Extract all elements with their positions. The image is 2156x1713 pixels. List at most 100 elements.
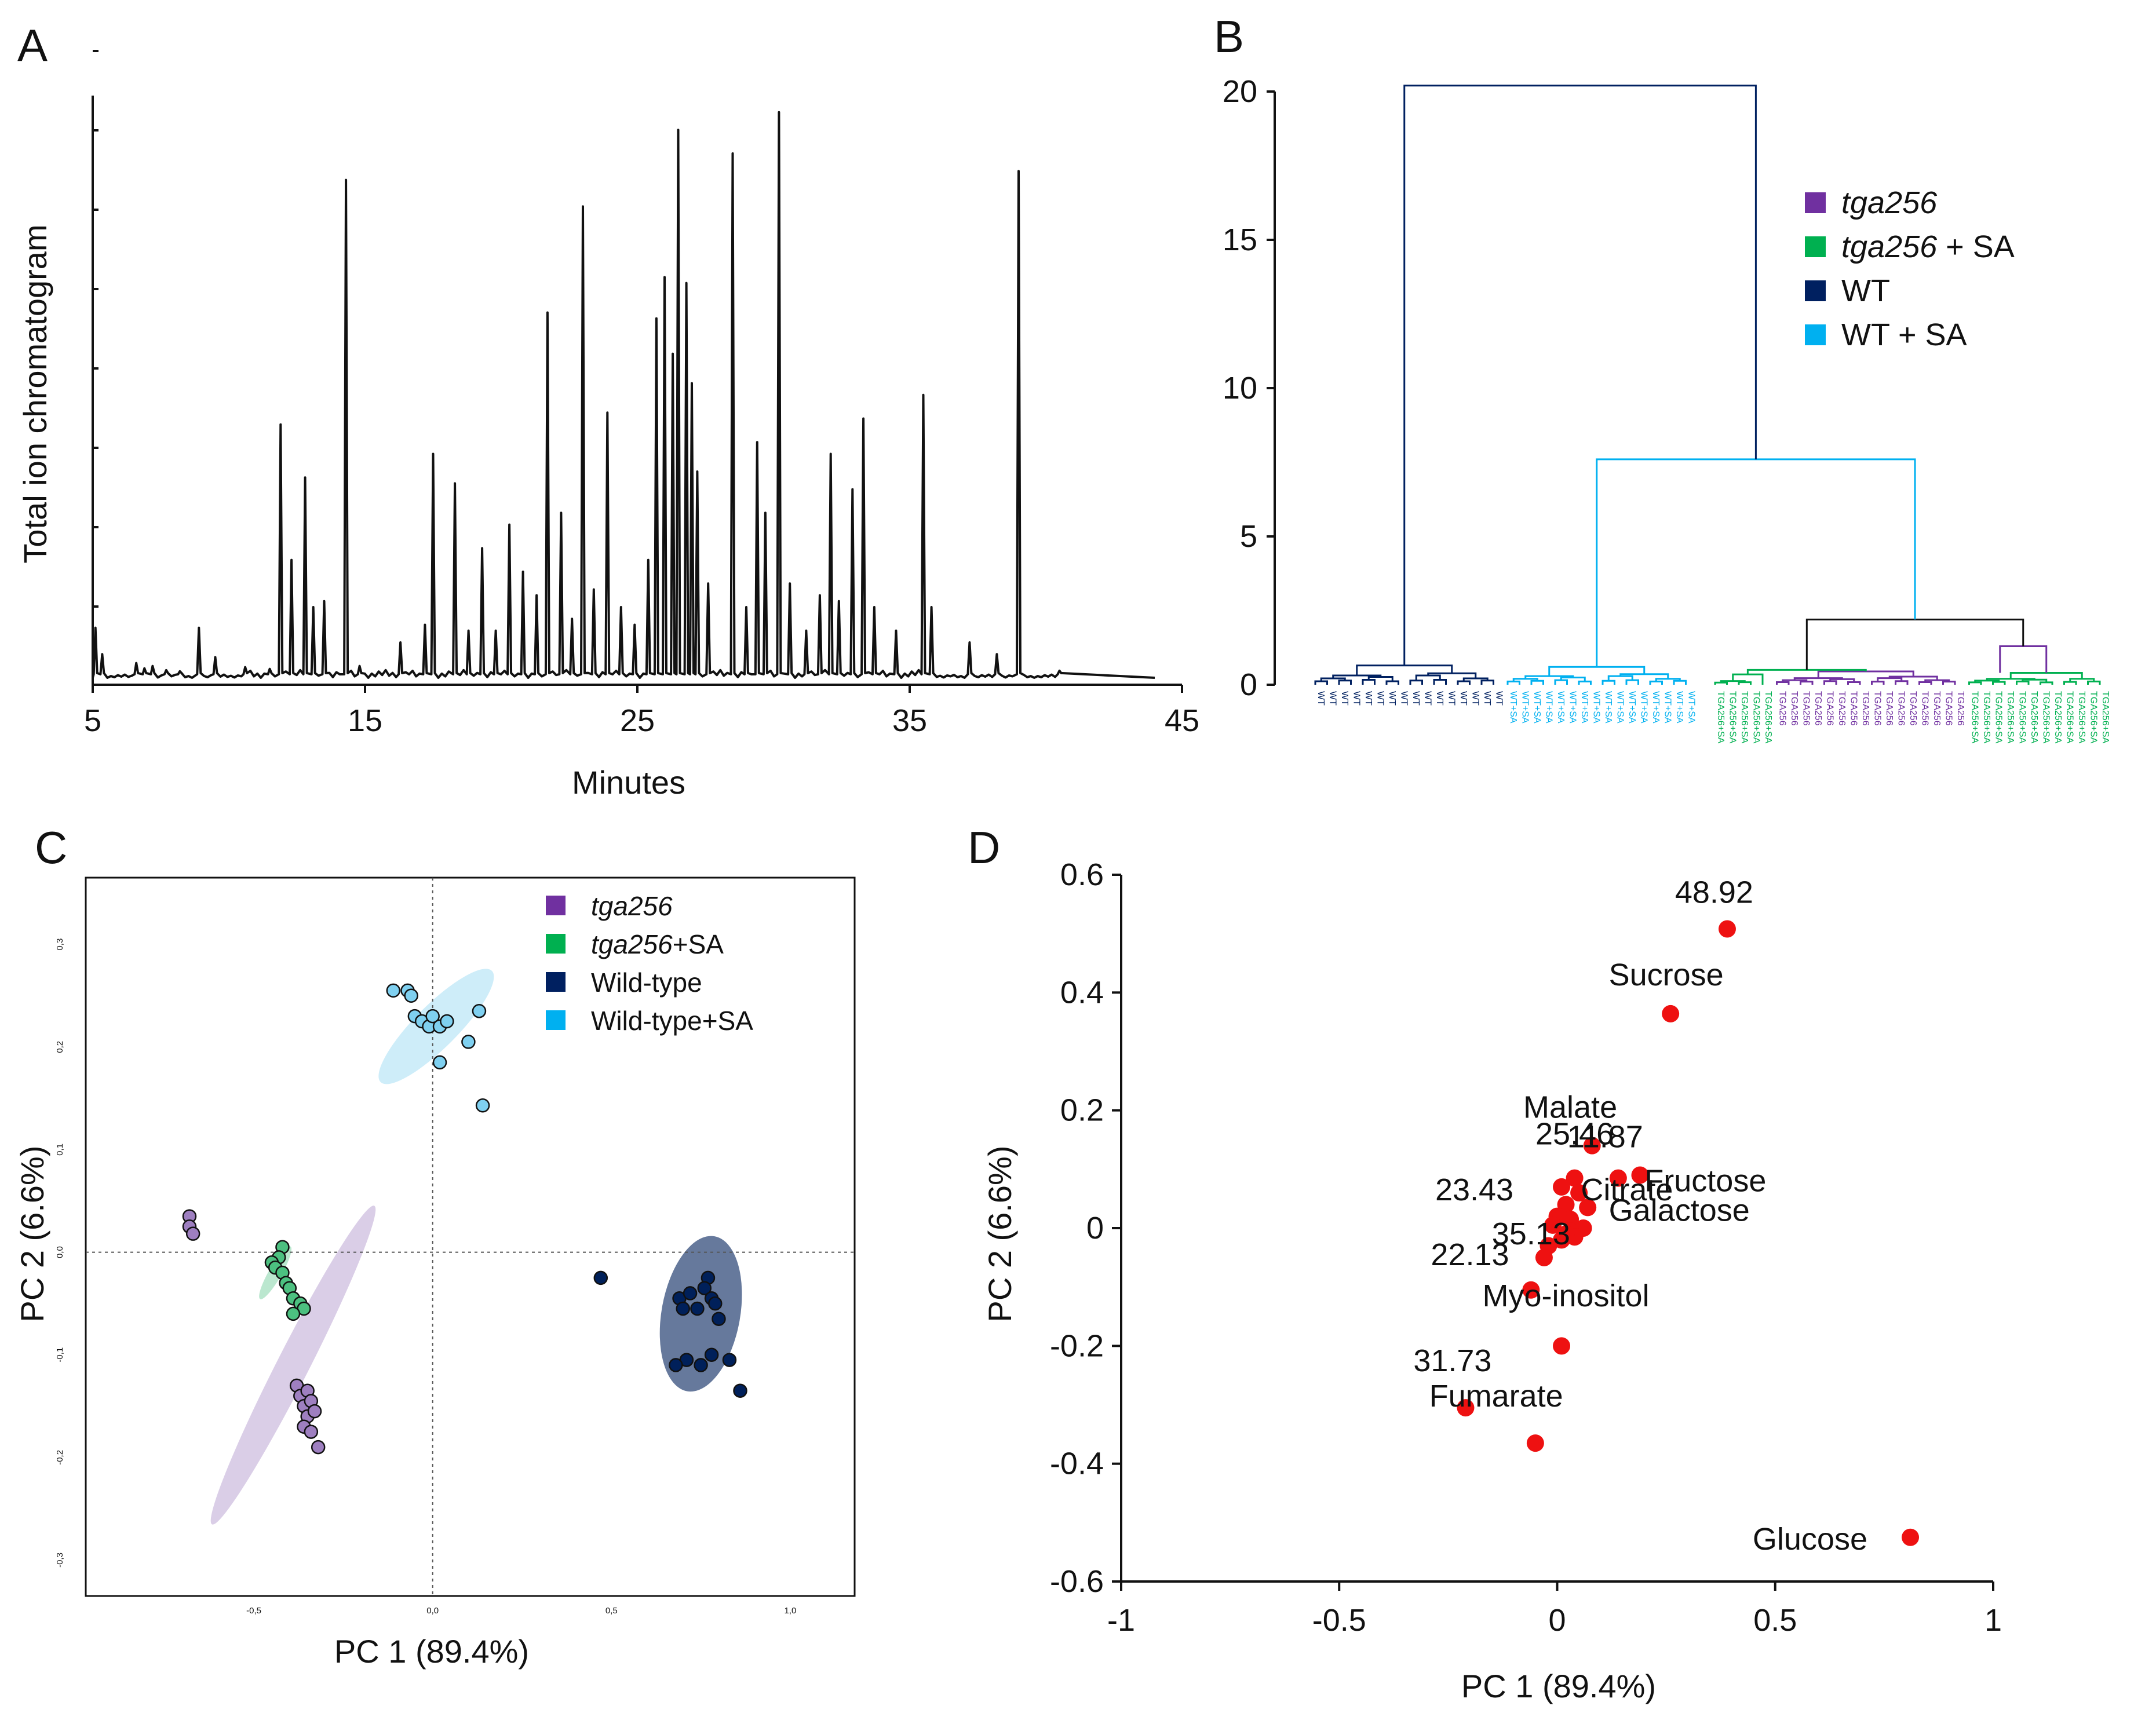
pca-scores-y-tick-label: 0,3: [55, 938, 65, 951]
pca-score-point: [722, 1353, 737, 1367]
dendrogram-legend-swatch: [1805, 192, 1826, 213]
pca-loading-label: Fructose: [1644, 1164, 1766, 1199]
pca-loading-label: 25.46: [1535, 1116, 1614, 1151]
pca-loading-label: Glucose: [1753, 1522, 1867, 1557]
dendrogram-y-tick-label: 15: [1223, 222, 1257, 257]
pca-score-point: [669, 1358, 683, 1372]
dendrogram-leaf-label: TGA256: [1944, 691, 1954, 726]
pca-score-point: [704, 1347, 719, 1362]
dendrogram-legend-label-name: tga256: [1841, 185, 1938, 220]
chromatogram-x-axis-label: Minutes: [572, 764, 685, 801]
dendrogram-leaf-label: TGA256: [1884, 691, 1894, 726]
dendrogram-leaf-label: TGA256+SA: [2005, 691, 2015, 744]
chromatogram-x-tick-label: 35: [892, 703, 927, 738]
dendrogram-legend-swatch: [1805, 324, 1826, 345]
dendrogram-y-tick-label: 10: [1223, 371, 1257, 406]
dendrogram-tga256sa-branch: [2022, 678, 2048, 682]
pca-loading-point: [1535, 1248, 1553, 1266]
dendrogram-tga256sa-branch: [1732, 673, 1764, 685]
chromatogram-panel: 5 15 25 35 45 Minutes Total ion chromatogram: [17, 50, 1199, 801]
dendrogram-leaf-label: WT: [1328, 691, 1338, 706]
dendrogram-leaf-label: TGA256: [1825, 691, 1835, 726]
pca-scores-legend-label-suffix: +SA: [673, 929, 724, 959]
dendrogram-wtsa-branch: [1649, 680, 1663, 685]
pca-loading-point: [1526, 1434, 1544, 1452]
pca-score-point: [304, 1425, 319, 1439]
pca-loading-label: Galactose: [1609, 1193, 1750, 1228]
pca-loading-label: Myo-inositol: [1483, 1279, 1650, 1313]
pca-scores-y-axis-label: PC 2 (6.6%): [14, 1146, 50, 1323]
pca-scores-legend-label-name: Wild-type: [591, 967, 702, 998]
pca-loading-label: Fumarate: [1429, 1379, 1563, 1414]
chromatogram-x-tick-label: 25: [620, 703, 655, 738]
dendrogram-leaf-label: WT+SA: [1592, 691, 1602, 724]
dendrogram-tga256-branch: [1918, 681, 1932, 685]
pca-loading-label: 11.87: [1567, 1119, 1643, 1154]
dendrogram-leaf-label: WT: [1458, 691, 1468, 706]
dendrogram-leaf-label: TGA256: [1860, 691, 1870, 726]
dendrogram-leaf-label: TGA256+SA: [1716, 691, 1725, 744]
pca-loadings-x-tick-label: 0.5: [1753, 1603, 1797, 1638]
pca-scores-legend-swatch: [546, 896, 566, 915]
dendrogram-legend-swatch: [1805, 236, 1826, 257]
pca-scores-x-axis-label: PC 1 (89.4%): [334, 1633, 529, 1670]
dendrogram-wtsa-branch: [1619, 673, 1669, 679]
pca-score-point: [690, 1301, 705, 1316]
pca-score-point: [694, 1358, 708, 1372]
dendrogram-wt-branch: [1409, 680, 1423, 685]
pca-scores-x-tick-label: 1,0: [784, 1606, 796, 1616]
dendrogram-leaf-label: TGA256: [1896, 691, 1906, 726]
dendrogram-tga256sa-branch: [1714, 681, 1728, 685]
dendrogram-tree: [1314, 85, 2101, 685]
pca-loading-point: [1544, 1216, 1562, 1234]
pca-loading-label: Citrate: [1581, 1173, 1673, 1207]
dendrogram-y-tick-label: 20: [1223, 74, 1257, 109]
dendrogram-tga256-branch: [1888, 675, 1938, 681]
dendrogram-leaf-label: WT+SA: [1532, 691, 1542, 724]
pca-score-point: [461, 1035, 476, 1049]
dendrogram-tga256sa-branch: [2087, 680, 2101, 685]
pca-loadings-x-tick-label: -0.5: [1312, 1603, 1366, 1638]
dendrogram-leaf-label: WT: [1376, 691, 1385, 706]
dendrogram-tga256sa-branch: [2016, 680, 2030, 685]
pca-loadings-y-tick-label: -0.4: [1050, 1447, 1104, 1481]
dendrogram-tga256-branch: [1942, 681, 1956, 685]
pca-scores-panel: -0,5 0,0 0,5 1,0 -0,3 -0,2 -0,1 0,0 0,1 0,2 0,3 tg…: [14, 876, 856, 1670]
pca-loading-point: [1570, 1184, 1588, 1201]
dendrogram-wtsa-branch: [1554, 679, 1568, 685]
dendrogram-leaf-label: WT: [1411, 691, 1421, 706]
dendrogram-y-tick-label: 5: [1240, 519, 1257, 554]
dendrogram-leaf-label: WT+SA: [1579, 691, 1589, 724]
pca-loading-label: 23.43: [1435, 1173, 1513, 1207]
dendrogram-leaf-label: WT: [1340, 691, 1349, 706]
dendrogram-leaf-label: WT+SA: [1663, 691, 1673, 724]
pca-scores-legend-label: Wild-type+SA: [591, 1006, 753, 1036]
dendrogram-tga256-branch: [1776, 681, 1790, 685]
dendrogram-leaf-labels: WT WT WT WT WT WT WT WT WT WT WT WT WT WT WT WT WT+SA WT+…: [1316, 691, 2110, 744]
dendrogram-leaf-label: WT+SA: [1603, 691, 1613, 724]
pca-scores-y-tick-label: 0,1: [55, 1144, 65, 1156]
pca-scores-legend-label-name: tga256: [591, 929, 673, 959]
dendrogram-leaf-label: TGA256+SA: [2053, 691, 2063, 744]
pca-loading-label: 48.92: [1675, 875, 1753, 910]
dendrogram-axes: 0 5 10 15 20: [1223, 74, 1276, 702]
dendrogram-wt-branch: [1480, 680, 1494, 685]
pca-loading-label: Sucrose: [1609, 958, 1724, 992]
dendrogram-leaf-label: TGA256: [1789, 691, 1799, 726]
dendrogram-tga256-branch: [1847, 681, 1861, 685]
dendrogram-tga-merge-branch: [1805, 618, 2024, 670]
pca-scores-legend-label-name: Wild-type+SA: [591, 1006, 753, 1036]
pca-score-point: [311, 1440, 326, 1455]
pca-loadings-x-tick-label: -1: [1107, 1603, 1135, 1638]
dendrogram-leaf-label: TGA256: [1837, 691, 1847, 726]
dendrogram-wtsa-branch: [1673, 680, 1687, 685]
pca-loadings-y-tick-label: 0.6: [1060, 857, 1104, 892]
dendrogram-leaf-label: TGA256+SA: [1752, 691, 1761, 744]
pca-score-point: [425, 1009, 440, 1024]
pca-scores-legend-label-name: tga256: [591, 891, 673, 921]
panel-label-a: A: [17, 20, 48, 71]
dendrogram-leaf-label: WT+SA: [1508, 691, 1518, 724]
dendrogram-leaf-label: TGA256+SA: [1982, 691, 1991, 744]
dendrogram-leaf-label: TGA256+SA: [2029, 691, 2039, 744]
